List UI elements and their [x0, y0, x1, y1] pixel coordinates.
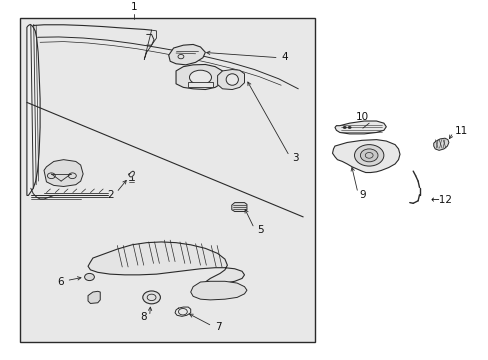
Polygon shape: [44, 159, 83, 186]
Bar: [20, 18, 315, 342]
Text: 10: 10: [356, 112, 368, 122]
Bar: [188, 82, 212, 87]
Polygon shape: [190, 281, 246, 300]
Polygon shape: [332, 140, 399, 172]
Text: 2: 2: [106, 190, 113, 200]
Text: 7: 7: [215, 322, 222, 332]
Text: 1: 1: [131, 2, 138, 12]
Text: 4: 4: [281, 51, 287, 62]
Text: 9: 9: [359, 190, 366, 200]
Polygon shape: [88, 242, 244, 283]
Text: 5: 5: [256, 225, 263, 235]
Text: 6: 6: [57, 277, 63, 287]
Ellipse shape: [225, 74, 238, 85]
Polygon shape: [231, 203, 246, 212]
Polygon shape: [334, 121, 386, 134]
Circle shape: [142, 291, 160, 304]
Polygon shape: [168, 44, 205, 65]
Circle shape: [347, 126, 351, 129]
Ellipse shape: [189, 70, 211, 85]
Text: 3: 3: [291, 153, 298, 163]
Circle shape: [342, 126, 346, 129]
Text: 8: 8: [140, 312, 146, 322]
Polygon shape: [433, 138, 448, 150]
Polygon shape: [27, 24, 40, 195]
Circle shape: [360, 149, 377, 162]
Text: ←12: ←12: [429, 195, 451, 205]
Polygon shape: [217, 69, 244, 90]
Circle shape: [84, 274, 94, 280]
Polygon shape: [88, 291, 100, 303]
Circle shape: [354, 145, 383, 166]
Polygon shape: [176, 64, 222, 90]
Text: 11: 11: [454, 126, 467, 136]
